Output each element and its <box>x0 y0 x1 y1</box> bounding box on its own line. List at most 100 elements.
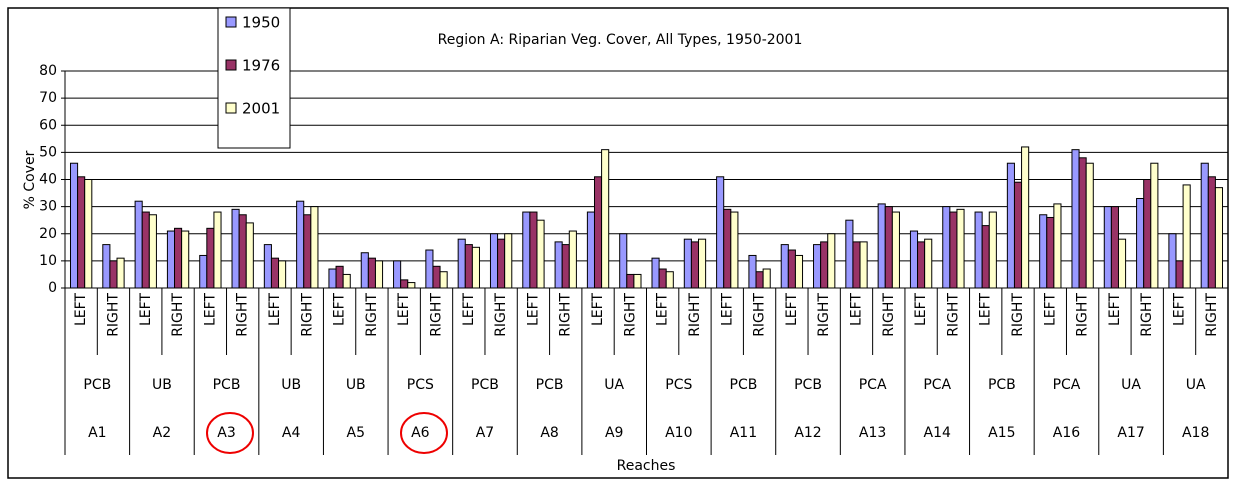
bar <box>827 233 836 289</box>
x-tick-label: RIGHT <box>170 293 186 337</box>
bar <box>820 241 829 289</box>
x-tick-label: LEFT <box>461 293 477 326</box>
bar <box>148 214 157 289</box>
legend-label: 2001 <box>242 100 280 118</box>
bar <box>1071 149 1080 289</box>
x-tick-label: LEFT <box>332 293 348 326</box>
group-label: UA <box>1121 377 1141 393</box>
x-tick-label: RIGHT <box>235 293 251 337</box>
group-label: UB <box>152 377 172 393</box>
bar <box>748 254 757 289</box>
bar <box>651 257 660 289</box>
x-tick-label: LEFT <box>1172 293 1188 326</box>
bar <box>593 176 603 289</box>
y-tick-label: 0 <box>48 280 57 296</box>
x-tick-label: RIGHT <box>1075 293 1091 337</box>
group-label: PCB <box>730 377 758 393</box>
legend-swatch <box>225 59 237 71</box>
bar <box>278 260 287 289</box>
bar <box>730 211 739 289</box>
group-label: PCB <box>988 377 1016 393</box>
bar <box>77 176 86 289</box>
bar <box>457 238 466 289</box>
reach-label: A13 <box>859 425 886 441</box>
bar <box>1136 197 1145 289</box>
bar <box>619 233 628 289</box>
bar <box>270 257 280 289</box>
y-tick-label: 40 <box>39 172 57 188</box>
bar <box>1006 162 1015 289</box>
group-label: UA <box>604 377 624 393</box>
reach-label: A3 <box>217 425 235 441</box>
bar <box>859 241 868 289</box>
bar <box>400 279 409 289</box>
x-tick-label: LEFT <box>396 293 412 326</box>
bar <box>877 203 886 289</box>
bar <box>407 282 416 289</box>
bar <box>425 249 434 289</box>
bar <box>504 233 513 289</box>
bar <box>1182 184 1191 289</box>
bar <box>1013 181 1023 289</box>
reach-label: A8 <box>540 425 558 441</box>
bar <box>1117 238 1127 289</box>
bar <box>69 162 79 289</box>
bar <box>755 271 764 289</box>
bar <box>1214 187 1224 289</box>
x-tick-label: LEFT <box>73 293 89 326</box>
bar <box>924 238 933 289</box>
bar <box>296 200 305 289</box>
y-tick-label: 70 <box>39 90 57 106</box>
reach-label: A18 <box>1182 425 1209 441</box>
bar <box>852 241 861 289</box>
legend-box <box>217 7 291 149</box>
bar <box>529 211 538 289</box>
x-tick-label: RIGHT <box>1010 293 1026 337</box>
bar <box>310 206 319 289</box>
bar <box>1207 176 1216 289</box>
bar <box>690 241 700 289</box>
x-tick-label: LEFT <box>1042 293 1058 326</box>
bar <box>141 211 150 289</box>
bar <box>909 230 919 289</box>
x-tick-label: LEFT <box>138 293 154 326</box>
bar <box>942 206 951 289</box>
legend-label: 1976 <box>242 57 280 75</box>
reach-label: A12 <box>794 425 821 441</box>
bar <box>956 208 965 289</box>
y-tick-label: 20 <box>39 226 57 242</box>
highlight-circle <box>206 412 254 454</box>
bar <box>1046 216 1055 289</box>
x-tick-label: RIGHT <box>687 293 703 337</box>
group-label: PCB <box>213 377 241 393</box>
bar <box>102 244 111 289</box>
bar <box>1200 162 1209 289</box>
bar <box>206 227 215 289</box>
bar <box>497 238 506 289</box>
highlight-circle <box>400 412 448 454</box>
chart-title: Region A: Riparian Veg. Cover, All Types… <box>438 32 803 48</box>
y-tick-label: 10 <box>39 253 57 269</box>
bar <box>1143 179 1152 289</box>
bar <box>974 211 983 289</box>
reach-label: A9 <box>605 425 623 441</box>
reach-label: A7 <box>476 425 494 441</box>
group-label: UB <box>281 377 301 393</box>
bar <box>949 211 958 289</box>
bar <box>1039 214 1048 289</box>
bar <box>813 244 822 289</box>
bar <box>360 252 369 289</box>
group-label: PCB <box>83 377 111 393</box>
x-tick-label: LEFT <box>655 293 671 326</box>
bar <box>780 244 789 289</box>
x-tick-label: LEFT <box>202 293 218 326</box>
group-label: PCB <box>471 377 499 393</box>
group-label: PCA <box>923 377 951 393</box>
reach-label: A14 <box>924 425 951 441</box>
bar <box>683 238 692 289</box>
bar <box>1021 146 1030 289</box>
bar <box>393 260 402 289</box>
bar <box>199 254 208 289</box>
group-label: PCS <box>407 377 434 393</box>
